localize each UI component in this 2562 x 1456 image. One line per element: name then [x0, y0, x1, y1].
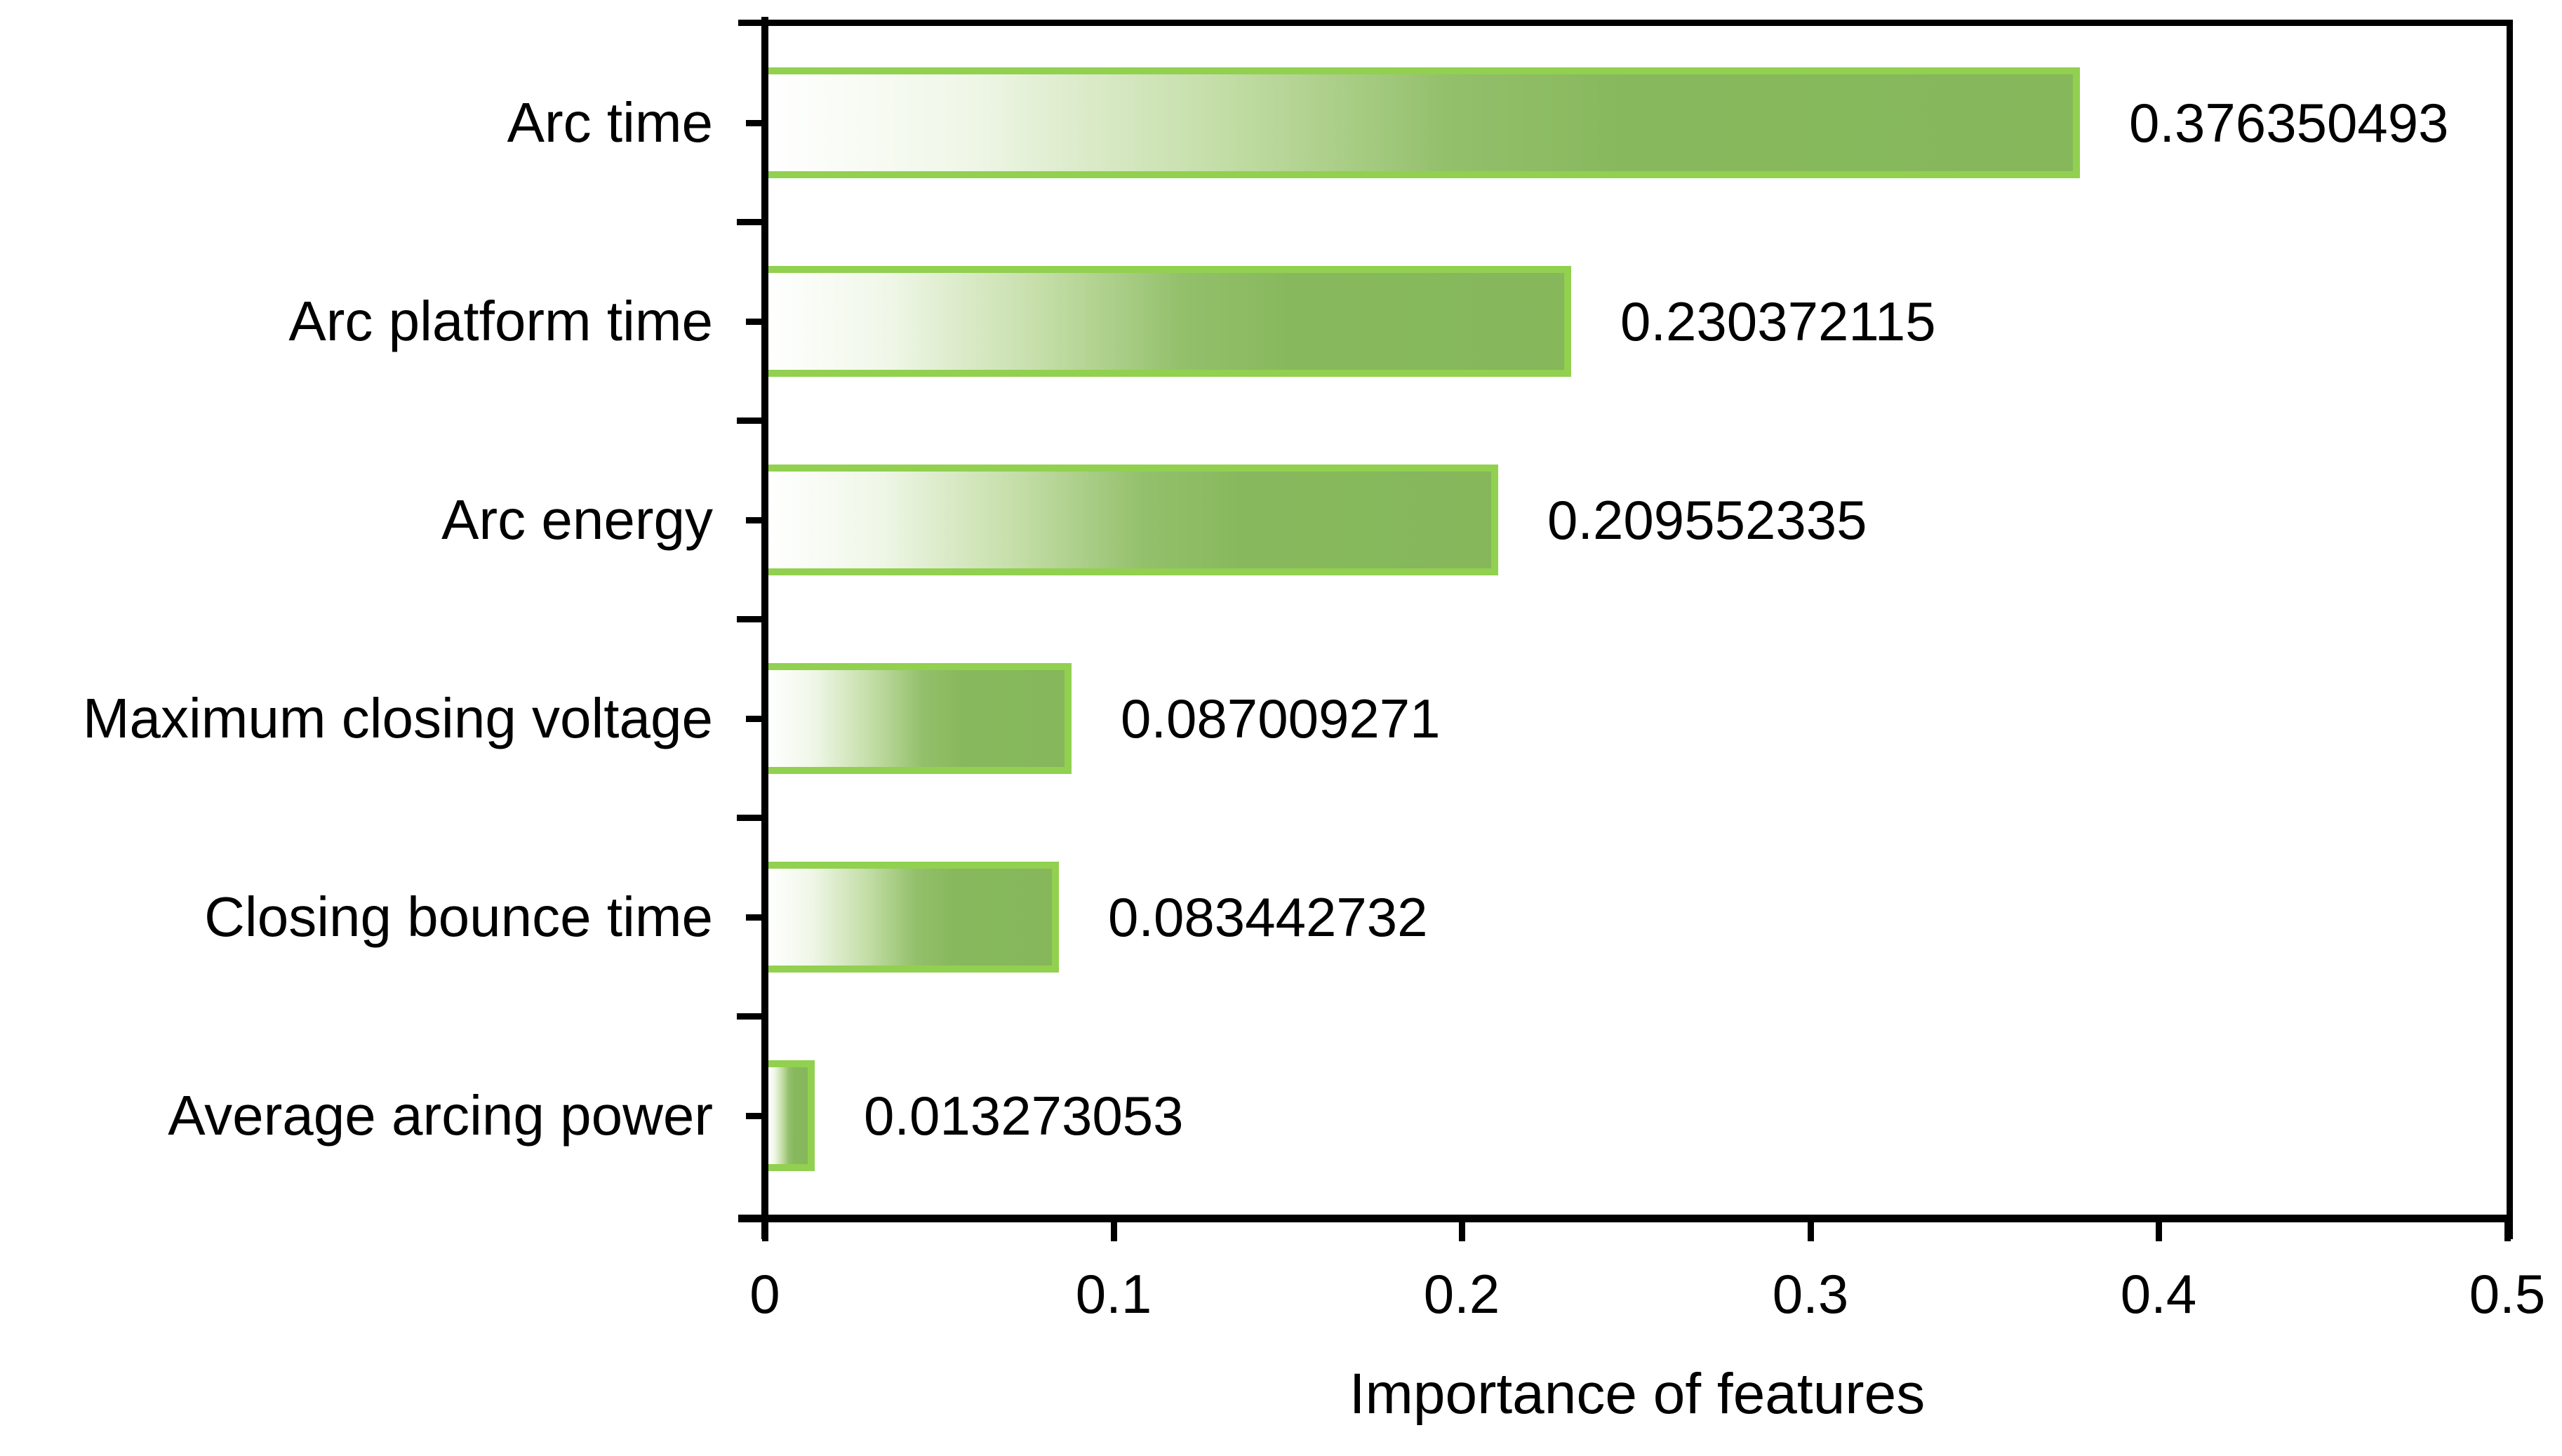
x-axis-tick — [762, 1222, 768, 1241]
y-axis-category-tick — [746, 716, 761, 722]
x-axis-line — [738, 1215, 2513, 1222]
bar — [768, 465, 1498, 575]
x-axis-tick — [1459, 1222, 1465, 1241]
x-axis-title: Importance of features — [1349, 1362, 1926, 1426]
bar — [768, 67, 2080, 178]
x-axis-tick — [2504, 1222, 2511, 1241]
category-label: Arc energy — [441, 488, 713, 551]
y-axis-boundary-tick — [737, 418, 761, 424]
category-label: Closing bounce time — [204, 886, 713, 948]
x-axis-tick-label: 0.5 — [2469, 1263, 2546, 1325]
bar-value-label: 0.209552335 — [1547, 489, 1867, 551]
y-axis-category-tick — [746, 319, 761, 325]
bar-value-label: 0.230372115 — [1620, 290, 1936, 352]
bar — [768, 266, 1571, 377]
y-axis-boundary-tick — [737, 219, 761, 225]
x-axis-tick-label: 0.3 — [1772, 1263, 1849, 1325]
category-label: Arc time — [507, 91, 713, 154]
x-axis-tick — [2156, 1222, 2162, 1241]
x-axis-tick-label: 0.2 — [1423, 1263, 1500, 1325]
plot-border-right — [2507, 20, 2513, 1239]
plot-border-top — [738, 20, 2513, 26]
y-axis-boundary-tick — [737, 815, 761, 821]
category-label: Maximum closing voltage — [82, 687, 713, 749]
y-axis-boundary-tick — [737, 616, 761, 622]
bar-value-label: 0.376350493 — [2129, 92, 2449, 154]
category-label: Arc platform time — [288, 290, 713, 352]
x-axis-tick — [1808, 1222, 1814, 1241]
y-axis-category-tick — [746, 517, 761, 523]
bar — [768, 1060, 815, 1171]
category-label: Average arcing power — [168, 1084, 713, 1147]
x-axis-tick — [1111, 1222, 1117, 1241]
bar-value-label: 0.013273053 — [864, 1085, 1184, 1147]
y-axis-category-tick — [746, 120, 761, 126]
y-axis-category-tick — [746, 914, 761, 921]
x-axis-tick-label: 0.1 — [1075, 1263, 1152, 1325]
x-axis-tick-label: 0.4 — [2120, 1263, 2197, 1325]
bar-value-label: 0.087009271 — [1121, 688, 1441, 749]
y-axis-boundary-tick — [737, 1013, 761, 1020]
y-axis-category-tick — [746, 1113, 761, 1119]
x-axis-tick-label: 0 — [749, 1263, 780, 1325]
bar — [768, 862, 1059, 973]
y-axis-line — [761, 17, 768, 1239]
bar-value-label: 0.083442732 — [1108, 886, 1428, 948]
bar — [768, 663, 1072, 774]
